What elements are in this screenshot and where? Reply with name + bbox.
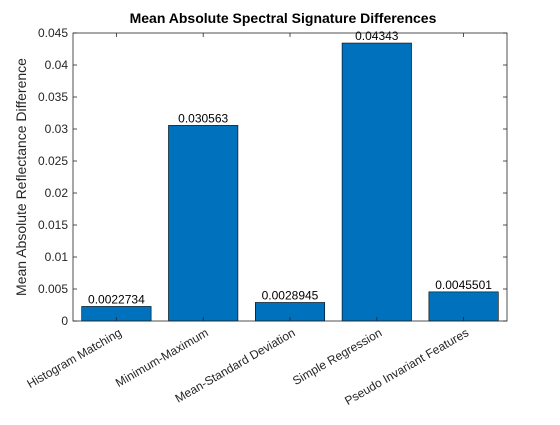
y-tick-label-4: 0.015: [38, 218, 68, 232]
y-tick-label-5: 0.02: [45, 186, 69, 200]
plot-frame: [72, 32, 508, 322]
y-tick-label-9: 0.04: [45, 58, 69, 72]
data-label-3: 0.0028945: [262, 288, 319, 302]
bar-5: [428, 291, 499, 322]
y-tick-label-7: 0.03: [45, 122, 69, 136]
plot-area: [73, 33, 507, 321]
bar-2: [168, 125, 239, 322]
bar-4: [341, 42, 412, 322]
chart-title: Mean Absolute Spectral Signature Differe…: [130, 10, 437, 26]
y-tick-label-6: 0.025: [38, 154, 68, 168]
y-axis-label: Mean Absolute Reflectance Difference: [13, 58, 29, 296]
bars-group: [81, 42, 499, 322]
y-tick-label-3: 0.01: [45, 250, 69, 264]
y-tick-label-10: 0.045: [38, 26, 68, 40]
data-label-2: 0.030563: [178, 111, 228, 125]
data-label-1: 0.0022734: [88, 292, 145, 306]
y-tick-label-2: 0.005: [38, 282, 68, 296]
data-label-5: 0.0045501: [435, 278, 492, 292]
y-axis: 0 0.005 0.01 0.015 0.02 0.025 0.03 0.035 0.04 0.0…: [38, 26, 507, 328]
y-tick-label-8: 0.035: [38, 90, 68, 104]
y-tick-label-1: 0: [61, 314, 68, 328]
